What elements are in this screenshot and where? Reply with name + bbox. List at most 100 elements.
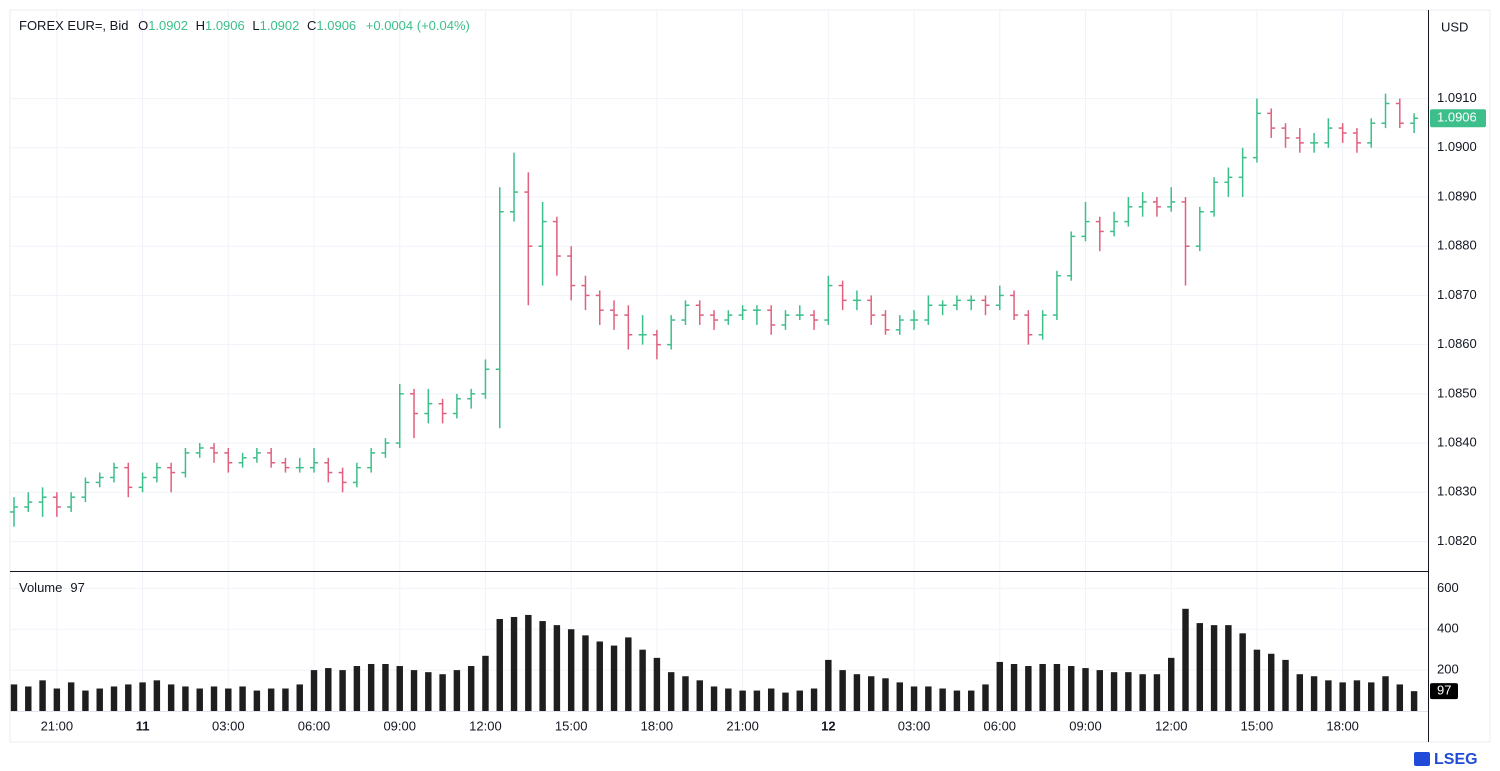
chart-title: FOREX EUR=, Bid — [19, 18, 128, 33]
ohlc-bar — [195, 443, 204, 458]
y-tick-label: 1.0910 — [1437, 90, 1477, 105]
ohlc-bar — [481, 359, 490, 399]
volume-bar — [1253, 649, 1261, 711]
ohlc-bar — [738, 305, 747, 321]
volume-bar — [53, 688, 61, 711]
ohlc-bar — [124, 462, 133, 498]
volume-bar — [625, 637, 632, 711]
volume-bar — [939, 688, 946, 711]
ohlc-bar — [1267, 108, 1276, 138]
y-tick-label: 400 — [1437, 621, 1459, 636]
volume-bar — [710, 686, 718, 711]
ohlc-bar — [1181, 197, 1190, 286]
volume-bar — [867, 676, 875, 711]
ohlc-bar — [1010, 290, 1019, 321]
volume-bar — [467, 666, 475, 711]
volume-bar — [39, 680, 46, 711]
ohlc-bar — [81, 477, 90, 503]
x-tick-label: 21:00 — [726, 718, 759, 733]
volume-bar — [696, 680, 703, 711]
x-tick-label: 21:00 — [41, 718, 74, 733]
ohlc-bar — [910, 310, 919, 330]
x-tick-label: 06:00 — [298, 718, 331, 733]
ohlc-bar — [724, 310, 733, 325]
volume-bar — [1168, 657, 1175, 711]
ohlc-bar — [1095, 216, 1104, 252]
volume-bar — [1225, 625, 1232, 711]
volume-bar — [796, 690, 803, 711]
volume-bar — [896, 682, 903, 711]
ohlc-bar — [852, 290, 861, 311]
ohlc-bar — [752, 305, 761, 325]
volume-bar — [539, 621, 546, 711]
volume-bar — [739, 690, 746, 711]
ohlc-bar — [10, 497, 18, 527]
ohlc-bar — [681, 300, 690, 325]
volume-bar — [653, 657, 661, 711]
volume-bar — [925, 686, 932, 711]
ohlc-bar — [138, 472, 147, 493]
volume-bar — [910, 686, 918, 711]
ohlc-bar — [1252, 98, 1261, 163]
ohlc-bar — [95, 472, 104, 488]
volume-bar — [810, 688, 818, 711]
x-tick-label: 15:00 — [1241, 718, 1274, 733]
volume-bar — [82, 690, 89, 711]
ohlc-bar — [967, 295, 976, 311]
volume-bar — [839, 670, 846, 711]
volume-bar — [382, 663, 389, 711]
ohlc-bar — [552, 216, 561, 276]
ohlc-bar — [952, 295, 961, 311]
x-tick-label: 12:00 — [469, 718, 502, 733]
ohlc-bar — [424, 388, 433, 424]
volume-bar — [1410, 691, 1418, 711]
volume-bar — [1025, 666, 1032, 711]
volume-bar — [525, 614, 532, 711]
volume-bar — [410, 670, 418, 711]
volume-bar — [1096, 670, 1104, 711]
ohlc-bar — [838, 280, 847, 311]
volume-bar — [396, 666, 403, 711]
volume-bar — [325, 668, 332, 711]
volume-bar — [139, 682, 146, 711]
ohlc-bar — [1338, 123, 1347, 143]
ohlc-bar — [181, 447, 190, 478]
ohlc-bar — [1395, 98, 1404, 129]
ohlc-bar — [1210, 177, 1219, 217]
ohlc-bar — [1067, 231, 1076, 281]
x-tick-label: 09:00 — [383, 718, 416, 733]
y-tick-label: 200 — [1437, 662, 1459, 677]
logo-icon — [1414, 752, 1430, 766]
legend-label: O — [138, 18, 148, 33]
volume-bar — [553, 625, 561, 711]
volume-bar — [1196, 623, 1204, 711]
ohlc-bar — [524, 172, 533, 306]
ohlc-bar — [1124, 197, 1133, 227]
volume-bar — [96, 688, 103, 711]
volume-bar — [367, 663, 375, 711]
grid — [10, 10, 1428, 711]
volume-bar — [967, 690, 975, 711]
ohlc-bar — [652, 329, 661, 360]
volume-bar — [596, 641, 603, 711]
volume-bar — [1239, 633, 1246, 711]
legend-value: 1.0902 — [148, 18, 188, 33]
volume-bar — [310, 670, 318, 711]
x-tick-label: 12 — [821, 718, 835, 733]
ohlc-bar — [1224, 167, 1233, 197]
ohlc-bar — [295, 457, 304, 473]
y-tick-label: 1.0890 — [1437, 188, 1477, 203]
volume-bar — [153, 680, 161, 711]
ohlc-bar — [38, 487, 47, 517]
volume-bar — [496, 619, 503, 711]
ohlc-bar — [281, 457, 290, 473]
legend-label: L — [252, 18, 259, 33]
volume-bar — [339, 670, 346, 711]
ohlc-bar — [867, 295, 876, 325]
volume-bar — [225, 688, 232, 711]
volume-bar — [1082, 668, 1089, 711]
ohlc-bar — [110, 462, 119, 483]
volume-bar — [825, 659, 832, 711]
volume-bar — [882, 678, 889, 711]
